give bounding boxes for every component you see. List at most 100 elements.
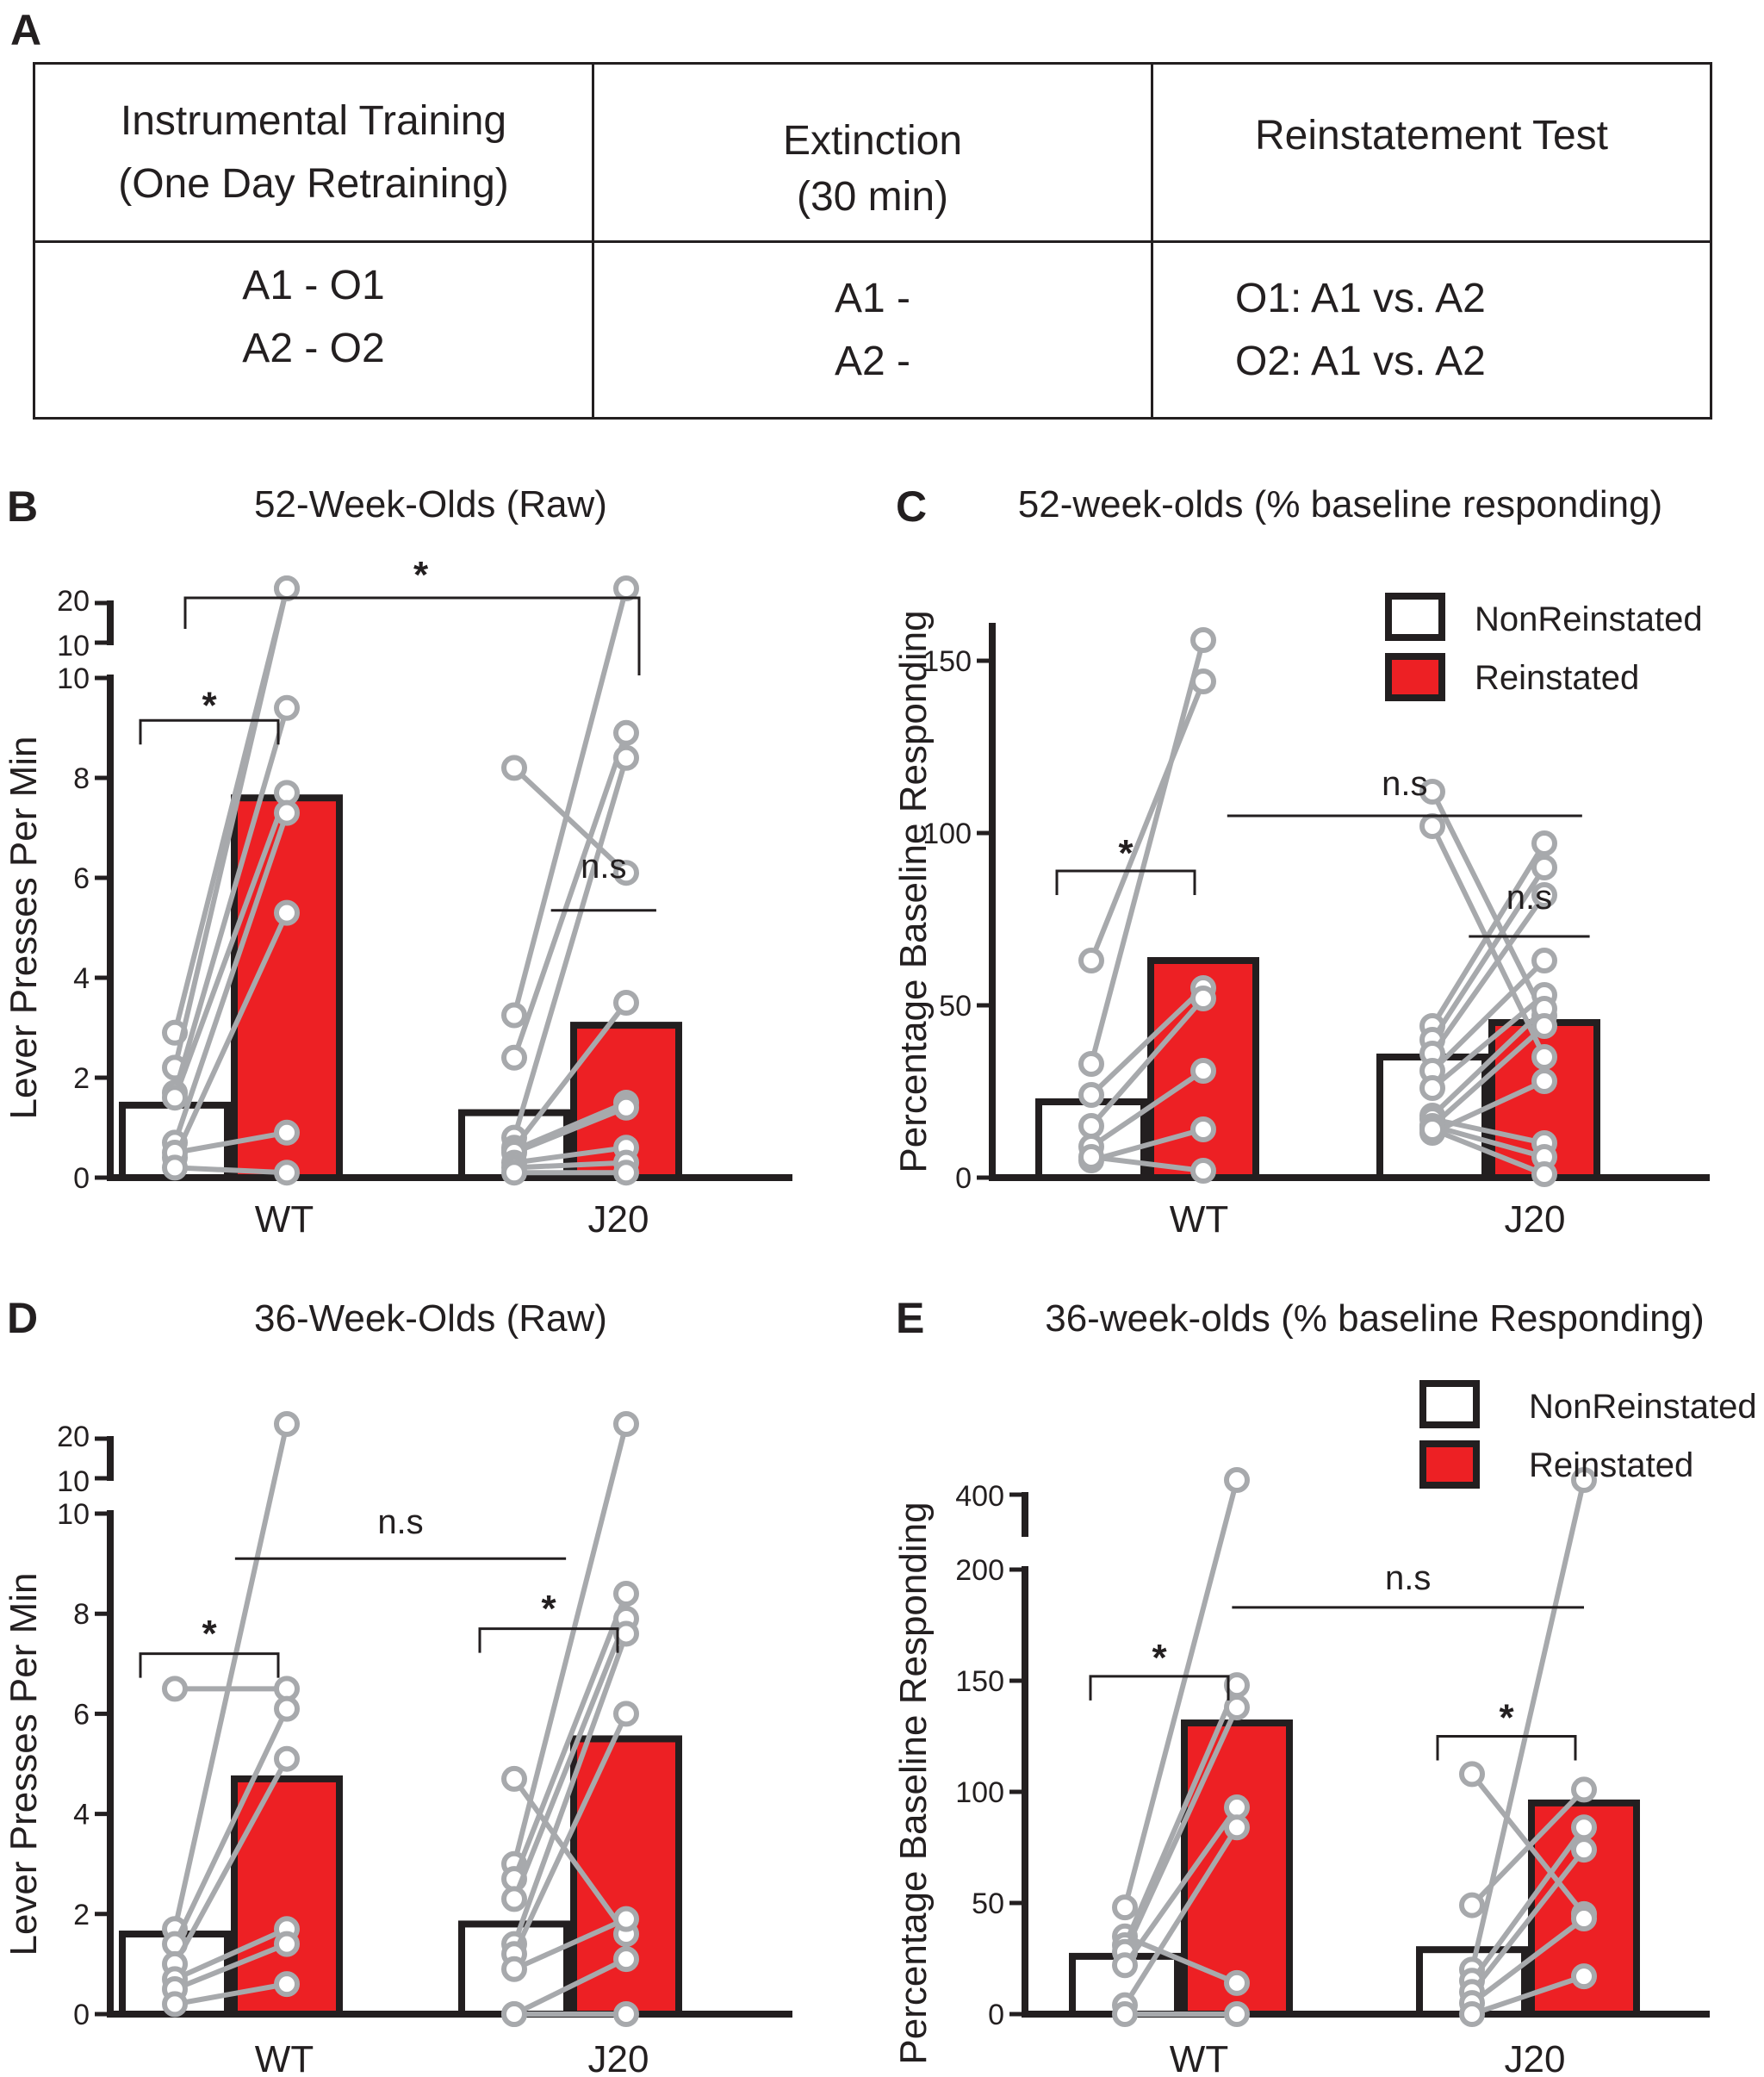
legend-swatch-nonreinstated: [1385, 593, 1445, 641]
data-point: [501, 1886, 527, 1912]
header-line: (30 min): [796, 174, 949, 220]
significance-bracket: [1436, 1735, 1577, 1761]
data-point: [613, 860, 639, 886]
significance-bracket: [139, 718, 280, 745]
subject-line: [1089, 986, 1206, 1098]
subject-line: [174, 1165, 288, 1176]
y-break-label: 10: [57, 1465, 90, 1498]
subject-line: [1122, 1706, 1239, 1954]
data-point: [613, 744, 639, 771]
cell-line: A1 - O1: [242, 262, 385, 308]
data-point: [1571, 1963, 1597, 1990]
cell-reinstatement-test: O1: A1 vs. A2 O2: A1 vs. A2: [1151, 240, 1712, 420]
subject-line: [512, 766, 629, 875]
subject-line: [512, 1777, 629, 1936]
significance-bracket: [1089, 1675, 1230, 1701]
data-point: [274, 1971, 300, 1998]
subject-line: [1123, 1933, 1239, 1986]
header-line: (One Day Retraining): [118, 161, 509, 207]
data-point: [1190, 1158, 1216, 1184]
data-point: [274, 899, 300, 926]
legend-swatch-reinstated: [1385, 653, 1445, 701]
subject-line: [512, 588, 629, 1017]
data-point: [1224, 1814, 1250, 1841]
data-point: [1571, 1467, 1597, 1493]
subject-line: [172, 792, 289, 1099]
data-point: [1459, 2001, 1485, 2027]
chart-title: 52-week-olds (% baseline responding): [1018, 483, 1662, 525]
subject-line: [512, 1592, 629, 1881]
subject-line: [1089, 639, 1206, 1065]
table-header-row: Instrumental Training (One Day Retrainin…: [33, 62, 1712, 243]
subject-line: [174, 1981, 288, 2007]
y-tick-label: 50: [939, 990, 972, 1023]
panel-label-b: B: [7, 482, 39, 531]
x-tick-label: J20: [588, 2038, 649, 2077]
data-point: [613, 2001, 639, 2027]
subject-line: [1122, 1825, 1239, 2007]
data-point: [613, 1580, 639, 1607]
data-point: [501, 2001, 527, 2027]
data-point: [162, 1085, 188, 1111]
data-point: [1531, 882, 1557, 908]
subject-line: [512, 1100, 628, 1153]
data-point: [1571, 1837, 1597, 1863]
data-point: [613, 1411, 639, 1437]
subject-line: [1469, 1848, 1587, 1994]
header-line: Instrumental Training: [120, 97, 507, 144]
data-point: [501, 1002, 527, 1029]
data-point: [274, 1411, 300, 1437]
significance-label: n.s: [1506, 879, 1552, 917]
subject-line: [512, 1617, 629, 1900]
header-extinction: Extinction (30 min): [592, 62, 1153, 243]
significance-label: n.s: [1382, 765, 1427, 803]
data-point: [162, 1676, 188, 1702]
x-tick-label: J20: [588, 1198, 649, 1241]
y-tick-label: 2: [73, 1062, 90, 1095]
y-tick-label: 100: [955, 1776, 1004, 1809]
subject-line: [512, 1423, 629, 1865]
subject-line: [1430, 824, 1547, 1059]
data-point: [501, 1044, 527, 1071]
data-point: [1190, 1058, 1216, 1084]
subject-line: [1432, 1123, 1545, 1160]
data-point: [1531, 1068, 1557, 1094]
subject-line: [1431, 992, 1546, 1091]
subject-line: [172, 812, 289, 1144]
y-break-label: 20: [57, 585, 90, 618]
header-instrumental-training: Instrumental Training (One Day Retrainin…: [33, 62, 594, 243]
data-point: [1459, 1892, 1485, 1918]
cell-line: O2: A1 vs. A2: [1235, 339, 1486, 384]
data-point: [613, 990, 639, 1016]
legend-label: Reinstated: [1529, 1446, 1693, 1484]
data-point: [501, 1160, 527, 1186]
y-axis-label: Percentage Baseline Responding: [892, 610, 935, 1172]
subject-line: [1469, 1825, 1587, 1983]
data-point: [1571, 1814, 1597, 1841]
panel-label-a: A: [10, 6, 42, 54]
data-point: [613, 1906, 639, 1932]
subject-line: [1469, 1479, 1587, 1971]
data-point: [1419, 1116, 1445, 1142]
subject-line: [173, 1941, 289, 1992]
subject-line: [1122, 1479, 1239, 1908]
significance-bracket: [478, 1627, 619, 1653]
significance-label: *: [1499, 1697, 1514, 1739]
subject-line: [512, 1916, 628, 1972]
cell-line: A1 -: [834, 275, 911, 321]
chart-title: 36-week-olds (% baseline Responding): [1045, 1297, 1705, 1340]
y-tick-label: 0: [955, 1162, 972, 1195]
data-point: [501, 755, 527, 781]
subject-line: [1089, 997, 1206, 1128]
subject-line: [1471, 1974, 1585, 2017]
y-tick-label: 2: [73, 1899, 90, 1931]
data-point: [274, 1160, 300, 1186]
subject-line: [1432, 1116, 1545, 1146]
y-tick-label: 200: [955, 1554, 1004, 1587]
subject-line: [172, 588, 289, 1069]
subject-line: [1090, 1154, 1204, 1173]
significance-label: n.s: [1385, 1559, 1431, 1597]
